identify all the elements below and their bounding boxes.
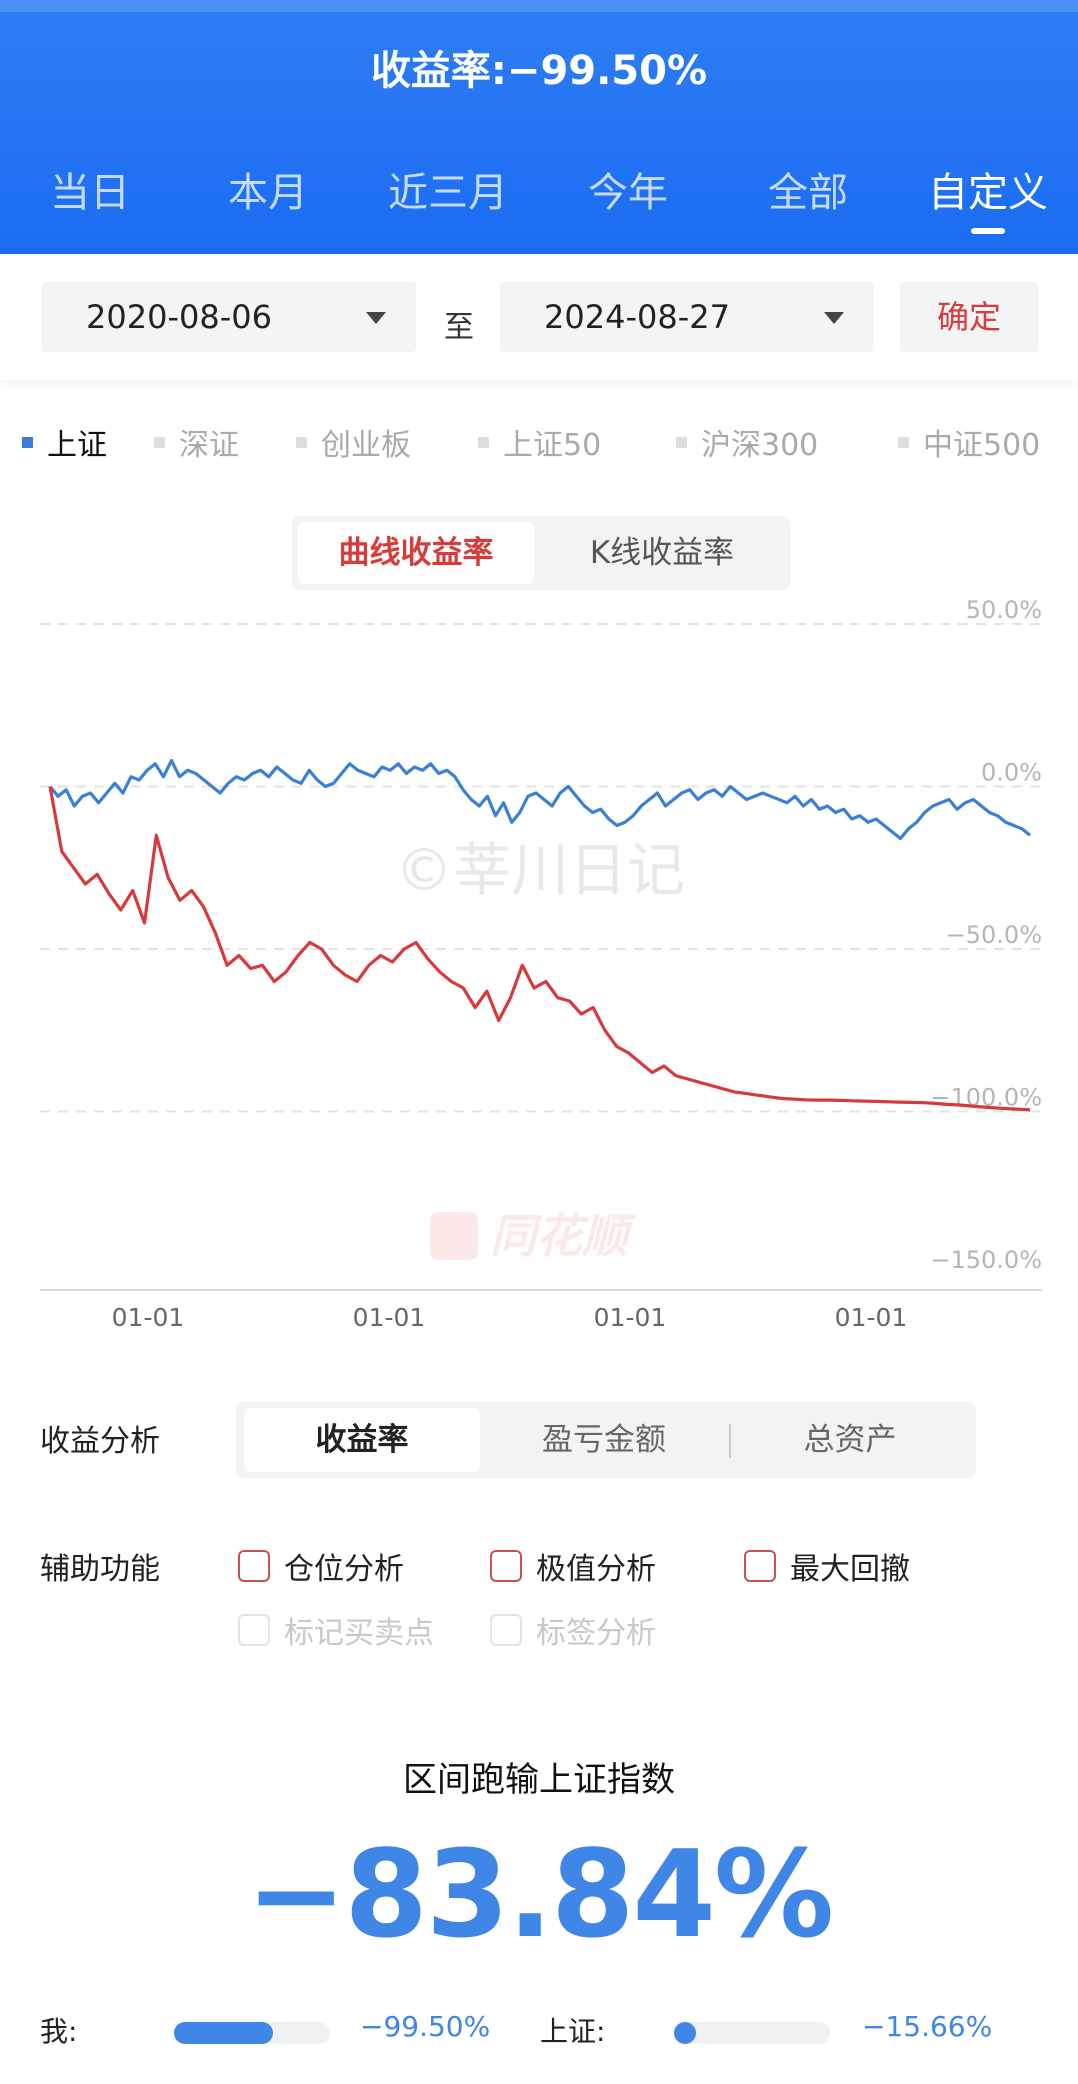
checkbox-label: 最大回撤	[790, 1552, 910, 1587]
checkbox-label: 标记买卖点	[284, 1616, 434, 1651]
legend-square-icon	[154, 436, 165, 448]
tab-this-month[interactable]: 本月	[228, 170, 308, 216]
caret-down-icon	[824, 312, 844, 324]
start-date-value: 2020-08-06	[86, 298, 272, 336]
tab-this-year[interactable]: 今年	[588, 170, 668, 216]
mark-trades-checkbox: 标记买卖点	[238, 1608, 434, 1652]
index-tab-csi300[interactable]: 沪深300	[676, 420, 818, 464]
start-date-select[interactable]: 2020-08-06	[42, 282, 416, 352]
checkbox-icon	[238, 1614, 270, 1646]
index-tab-chinext[interactable]: 创业板	[296, 420, 411, 464]
index-tab-label: 中证500	[923, 428, 1041, 463]
status-strip	[0, 0, 1078, 12]
mode-kline-button[interactable]: K线收益率	[589, 535, 735, 571]
legend-square-icon	[478, 436, 489, 448]
analysis-toggle: 收益率 盈亏金额 总资产	[236, 1402, 976, 1478]
y-tick-label: 50.0%	[966, 596, 1042, 624]
x-tick-label: 01-01	[835, 1303, 908, 1332]
comparison-bars: 我: −99.50% 上证: −15.66%	[0, 2010, 1078, 2050]
analysis-label: 收益分析	[40, 1424, 160, 1459]
logo-text: 同花顺	[490, 1209, 637, 1263]
chart-mode-toggle: 曲线收益率 K线收益率	[292, 516, 790, 590]
checkbox-label: 仓位分析	[284, 1552, 404, 1587]
index-tab-sse50[interactable]: 上证50	[478, 420, 601, 464]
page-title: 收益率:−99.50%	[370, 48, 708, 94]
x-tick-label: 01-01	[353, 1303, 426, 1332]
legend-square-icon	[676, 436, 687, 448]
y-tick-label: −150.0%	[930, 1246, 1042, 1274]
header-bar: 收益率:−99.50% 当日 本月 近三月 今年 全部 自定义	[0, 0, 1078, 254]
index-bar-fill	[674, 2022, 696, 2044]
index-value: −15.66%	[862, 2010, 993, 2043]
analysis-pnl-button[interactable]: 盈亏金额	[542, 1422, 666, 1458]
tab-custom[interactable]: 自定义	[928, 170, 1048, 216]
mine-label: 我:	[40, 2015, 78, 2048]
mine-bar-fill	[174, 2022, 274, 2044]
comparison-title: 区间跑输上证指数	[403, 1760, 675, 1800]
return-chart-svg: 50.0%0.0%−50.0%−100.0%−150.0%01-01 01-01 0…	[40, 596, 1042, 1332]
index-tab-csi500[interactable]: 中证500	[898, 420, 1040, 464]
series-line-index	[48, 758, 1032, 841]
index-tab-shenzhen[interactable]: 深证	[154, 420, 239, 464]
checkbox-label: 标签分析	[536, 1616, 656, 1651]
index-bar-track	[674, 2022, 830, 2044]
index-tab-label: 创业板	[321, 428, 411, 463]
tab-all[interactable]: 全部	[768, 170, 848, 216]
checkbox-label: 极值分析	[536, 1552, 656, 1587]
end-date-value: 2024-08-27	[544, 298, 730, 336]
range-separator: 至	[444, 310, 474, 345]
caret-down-icon	[366, 312, 386, 324]
tag-analysis-checkbox: 标签分析	[490, 1608, 656, 1652]
tab-three-months[interactable]: 近三月	[388, 170, 508, 216]
checkbox-icon	[490, 1550, 522, 1582]
return-chart: 50.0% 0.0% −50.0% −100.0% −150.0% 01-01 01-01 0…	[0, 590, 1078, 1350]
legend-square-icon	[898, 436, 909, 448]
analysis-assets-button[interactable]: 总资产	[803, 1422, 897, 1458]
legend-square-icon	[296, 436, 307, 448]
series-line-mine	[48, 786, 1031, 1112]
analysis-return-button[interactable]: 收益率	[244, 1408, 480, 1472]
legend-square-icon	[22, 436, 33, 448]
index-tab-label: 深证	[179, 428, 239, 463]
x-tick-label: 01-01	[112, 1303, 185, 1332]
index-tab-label: 沪深300	[701, 428, 819, 463]
date-range-bar: 2020-08-06 至 2024-08-27 确定	[0, 254, 1078, 380]
y-tick-label: 0.0%	[981, 759, 1042, 787]
checkbox-icon	[238, 1550, 270, 1582]
index-label: 上证:	[540, 2015, 606, 2048]
position-analysis-checkbox[interactable]: 仓位分析	[238, 1544, 404, 1588]
mode-curve-button[interactable]: 曲线收益率	[298, 522, 534, 584]
checkbox-icon	[744, 1550, 776, 1582]
max-drawdown-checkbox[interactable]: 最大回撤	[744, 1544, 910, 1588]
confirm-button[interactable]: 确定	[900, 282, 1038, 352]
index-selector: 上证 深证 创业板 上证50 沪深300 中证500	[0, 420, 1078, 463]
aux-label: 辅助功能	[40, 1552, 160, 1587]
mine-bar-track	[174, 2022, 330, 2044]
mine-value: −99.50%	[360, 2010, 491, 2043]
comparison-value: −83.84%	[245, 1826, 834, 1965]
period-tabs: 当日 本月 近三月 今年 全部 自定义	[0, 160, 1078, 220]
index-tab-label: 上证50	[503, 428, 602, 463]
logo-icon	[430, 1212, 478, 1260]
x-tick-label: 01-01	[594, 1303, 667, 1332]
extreme-analysis-checkbox[interactable]: 极值分析	[490, 1544, 656, 1588]
tab-today[interactable]: 当日	[50, 170, 130, 216]
y-tick-label: −50.0%	[946, 921, 1042, 949]
segment-divider	[729, 1424, 731, 1458]
index-tab-label: 上证	[47, 428, 107, 463]
index-tab-shanghai[interactable]: 上证	[22, 420, 107, 464]
end-date-select[interactable]: 2024-08-27	[500, 282, 874, 352]
watermark-text: ©莘川日记	[395, 836, 685, 904]
checkbox-icon	[490, 1614, 522, 1646]
active-tab-indicator	[971, 228, 1005, 234]
